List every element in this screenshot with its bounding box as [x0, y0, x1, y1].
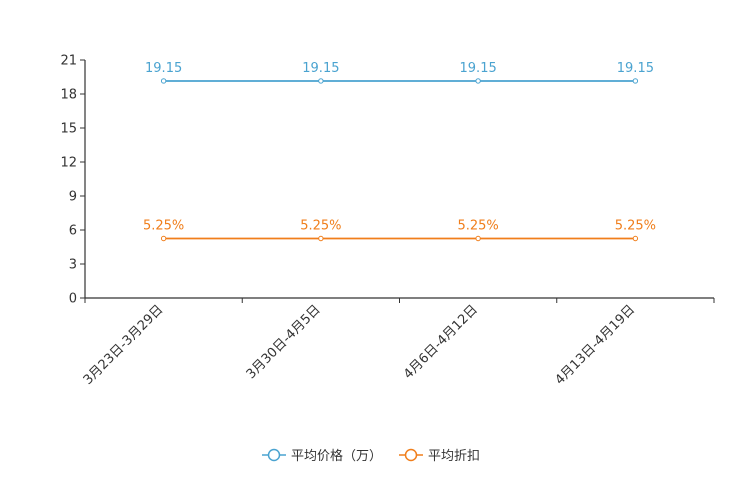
- y-tick-label: 0: [69, 292, 77, 307]
- y-tick-label: 6: [69, 224, 77, 239]
- data-label: 5.25%: [300, 219, 341, 234]
- data-label: 19.15: [460, 61, 497, 76]
- data-label: 5.25%: [615, 219, 656, 234]
- legend-item-1: 平均折扣: [399, 448, 480, 464]
- series-1: 5.25% 5.25% 5.25% 5.25%: [143, 219, 656, 242]
- series-layer: 19.15 19.15 19.15 19.15 5.25% 5.25% 5.25% 5.25%: [143, 61, 656, 242]
- x-tick-label: 4月13日-4月19日: [552, 302, 638, 388]
- y-tick-label: 18: [60, 88, 77, 103]
- y-tick-label: 15: [60, 122, 77, 137]
- y-tick-label: 9: [69, 190, 77, 205]
- data-label: 19.15: [302, 61, 339, 76]
- legend-swatch-marker: [267, 448, 281, 462]
- data-label: 19.15: [617, 61, 654, 76]
- data-label: 19.15: [145, 61, 182, 76]
- y-tick-label: 21: [60, 54, 77, 69]
- data-label: 5.25%: [143, 219, 184, 234]
- x-tick-label: 4月6日-4月12日: [401, 302, 481, 382]
- data-point: [318, 78, 324, 84]
- data-point: [160, 78, 167, 84]
- data-point: [160, 235, 167, 242]
- legend-item-0: 平均价格（万）: [262, 448, 382, 464]
- x-tick-label: 3月30日-4月5日: [244, 302, 324, 382]
- y-tick-label: 3: [69, 258, 77, 273]
- legend-swatch-marker: [404, 448, 418, 462]
- legend: 平均价格（万） 平均折扣: [262, 448, 480, 464]
- series-0: 19.15 19.15 19.15 19.15: [145, 61, 654, 84]
- data-point: [632, 235, 639, 242]
- x-tick-label: 3月23日-3月29日: [81, 302, 167, 388]
- data-point: [632, 78, 639, 84]
- data-point: [475, 235, 481, 242]
- y-tick-label: 12: [60, 156, 77, 171]
- data-point: [475, 78, 481, 84]
- data-label: 5.25%: [457, 219, 498, 234]
- data-point: [318, 235, 324, 242]
- legend-label: 平均折扣: [428, 449, 480, 464]
- legend-label: 平均价格（万）: [291, 448, 382, 464]
